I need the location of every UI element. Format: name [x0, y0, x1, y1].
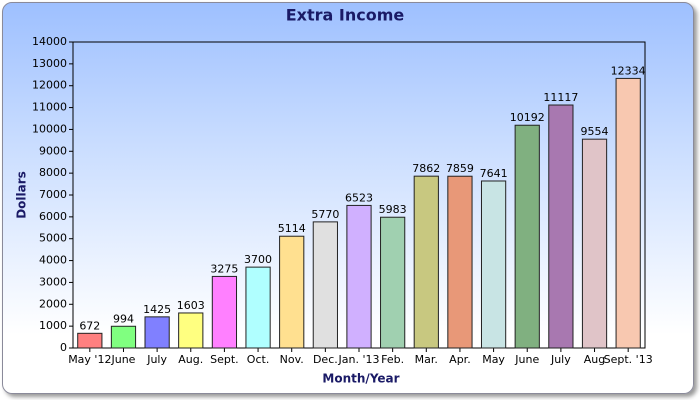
- x-tick-label: Sept.: [210, 353, 239, 366]
- bar: [211, 275, 238, 349]
- bar: [346, 204, 372, 349]
- value-label: 5983: [379, 203, 407, 216]
- y-tick-label: 6000: [39, 210, 67, 223]
- bar: [480, 180, 507, 349]
- bar: [144, 316, 170, 349]
- value-label: 7641: [480, 167, 508, 180]
- value-label: 12334: [611, 64, 646, 77]
- value-label: 5114: [278, 222, 306, 235]
- x-tick-label: July: [146, 353, 167, 366]
- y-tick-label: 9000: [39, 144, 67, 157]
- x-tick-label: Mar.: [415, 353, 438, 366]
- bar: [447, 175, 473, 349]
- value-label: 3275: [210, 262, 238, 275]
- x-axis-title: Month/Year: [322, 372, 399, 386]
- value-label: 10192: [510, 111, 545, 124]
- y-tick-label: 8000: [39, 166, 67, 179]
- bar: [548, 104, 574, 349]
- value-label: 7859: [446, 162, 474, 175]
- bar: [110, 325, 137, 349]
- bar: [279, 235, 305, 349]
- value-label: 11117: [543, 91, 578, 104]
- x-tick-label: July: [550, 353, 571, 366]
- x-tick-label: Jan. '13: [338, 353, 380, 366]
- value-label: 6523: [345, 191, 373, 204]
- bar: [178, 312, 204, 349]
- value-label: 1603: [177, 299, 205, 312]
- bar: [615, 77, 641, 349]
- bar: [77, 332, 103, 349]
- value-label: 9554: [581, 125, 609, 138]
- x-tick-label: Aug: [584, 353, 605, 366]
- y-tick-label: 3000: [39, 275, 67, 288]
- x-tick-label: Nov.: [280, 353, 304, 366]
- chart-title: Extra Income: [286, 6, 405, 25]
- y-tick-label: 13000: [32, 57, 67, 70]
- x-tick-label: Oct.: [247, 353, 270, 366]
- y-tick-label: 7000: [39, 188, 67, 201]
- y-tick-label: 1000: [39, 319, 67, 332]
- value-label: 5770: [311, 208, 339, 221]
- y-tick-label: 5000: [39, 232, 67, 245]
- bar: [312, 221, 338, 349]
- y-tick-label: 0: [60, 341, 67, 354]
- y-tick-label: 10000: [32, 122, 67, 135]
- bar: [245, 266, 271, 349]
- x-tick-label: Feb.: [381, 353, 404, 366]
- x-tick-label: May: [482, 353, 505, 366]
- value-label: 3700: [244, 253, 272, 266]
- bar: [380, 216, 406, 349]
- y-tick-label: 12000: [32, 79, 67, 92]
- y-tick-label: 4000: [39, 254, 67, 267]
- x-tick-label: Dec.: [313, 353, 338, 366]
- y-tick-label: 2000: [39, 297, 67, 310]
- y-axis-title: Dollars: [15, 171, 29, 219]
- value-label: 1425: [143, 303, 171, 316]
- value-label: 672: [79, 319, 100, 332]
- x-tick-label: June: [514, 353, 539, 366]
- bar: [413, 175, 439, 349]
- value-label: 7862: [412, 162, 440, 175]
- y-tick-label: 11000: [32, 101, 67, 114]
- bar: [514, 124, 540, 349]
- y-tick-label: 14000: [32, 35, 67, 48]
- x-tick-label: Apr.: [449, 353, 471, 366]
- x-tick-label: Sept. '13: [604, 353, 653, 366]
- value-label: 994: [113, 312, 134, 325]
- bar: [581, 138, 608, 349]
- x-tick-label: Aug.: [178, 353, 203, 366]
- x-tick-label: June: [110, 353, 135, 366]
- x-tick-label: May '12: [68, 353, 111, 366]
